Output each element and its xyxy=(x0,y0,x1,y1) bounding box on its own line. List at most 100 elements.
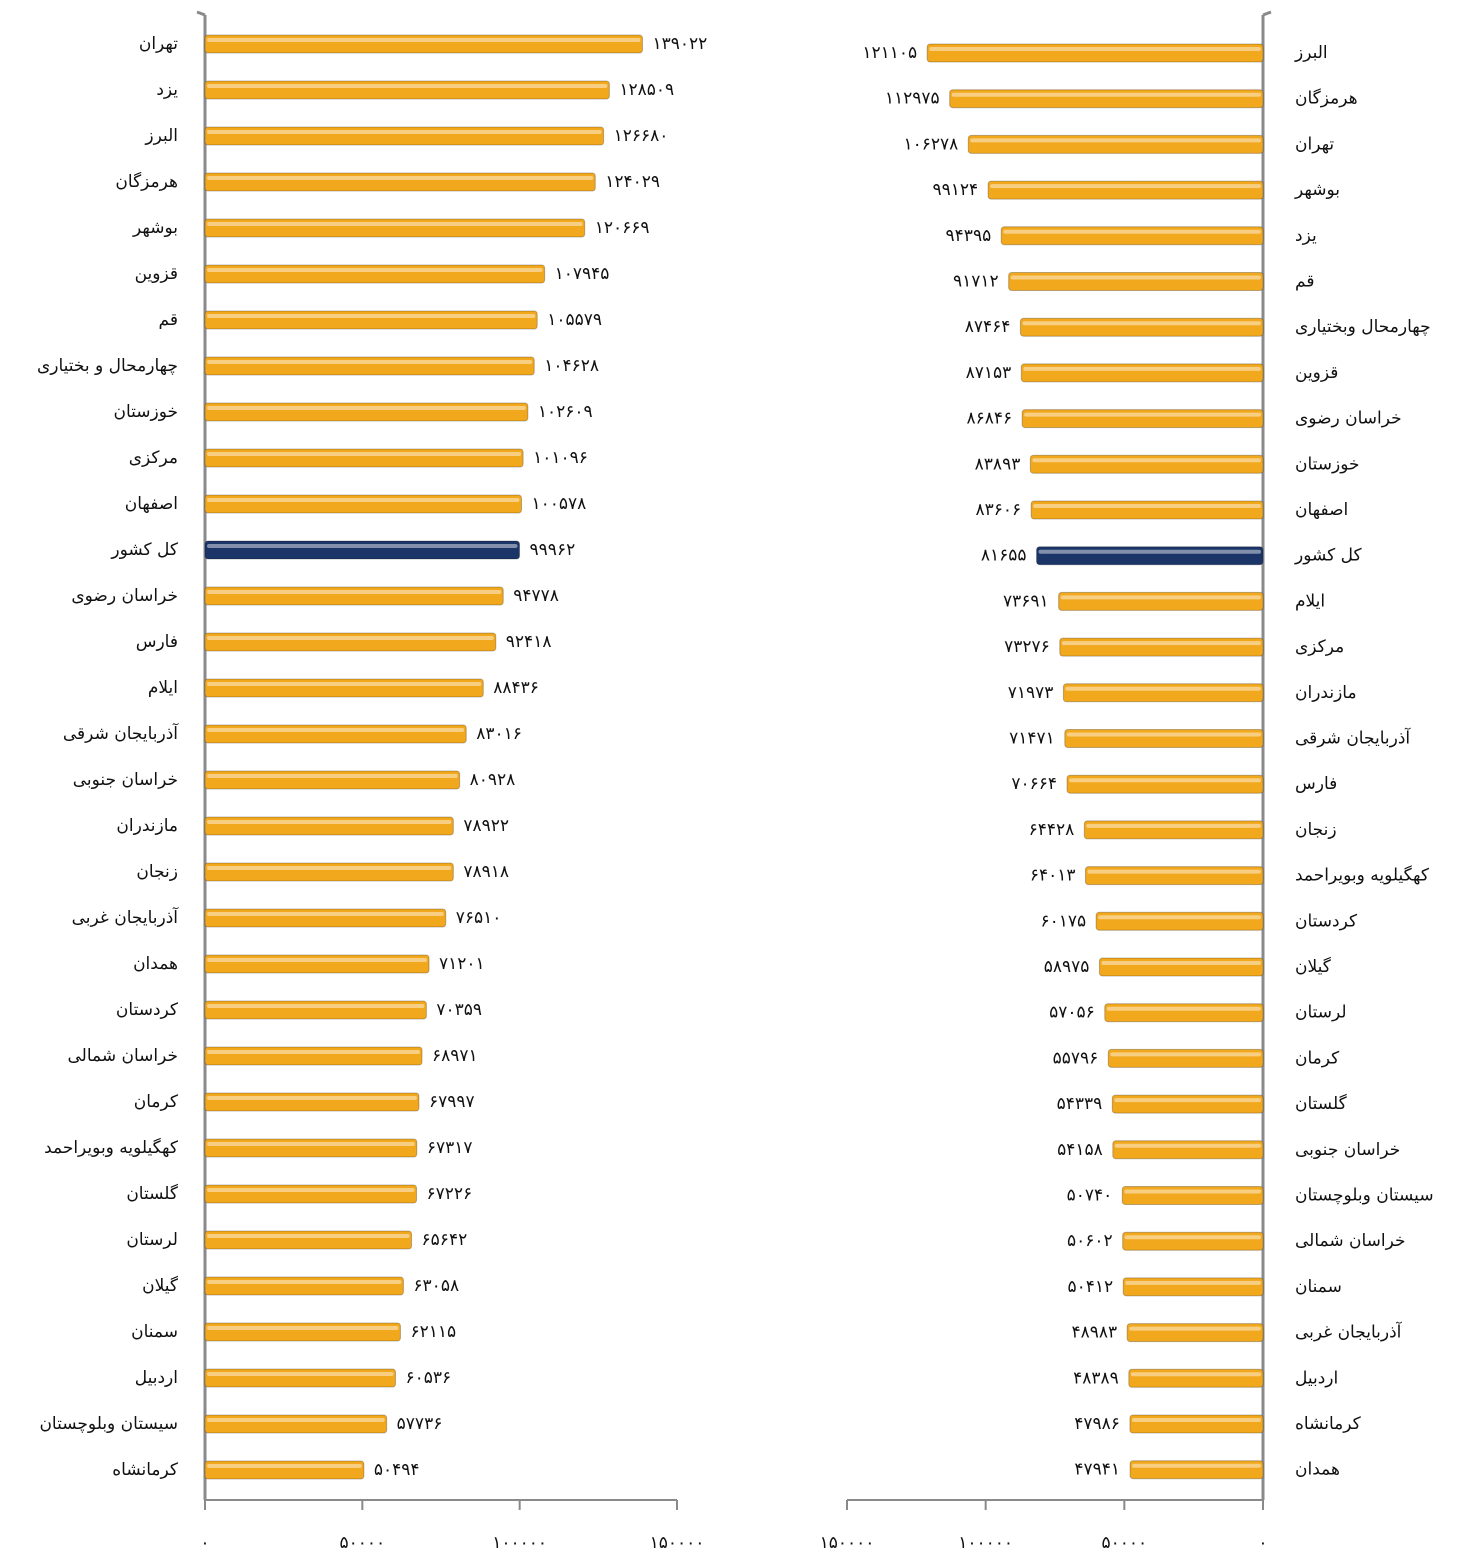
category-label: خوزستان xyxy=(113,402,178,422)
value-label: ۸۳۸۹۳ xyxy=(975,454,1021,474)
value-label: ۷۱۹۷۳ xyxy=(1008,683,1054,703)
bar xyxy=(1112,1140,1264,1160)
bar xyxy=(204,1230,413,1250)
value-label: ۶۵۶۴۲ xyxy=(422,1230,468,1250)
bar xyxy=(926,43,1264,63)
category-label: کل کشور xyxy=(110,540,179,560)
bar-shine xyxy=(1022,321,1261,326)
bar-shine xyxy=(1061,641,1261,646)
category-label: زنجان xyxy=(1295,820,1337,840)
bar xyxy=(204,310,538,330)
category-label: اردبیل xyxy=(1295,1368,1338,1388)
bar-shine xyxy=(207,268,543,272)
category-label: قم xyxy=(1295,272,1314,292)
bar-shine xyxy=(1010,275,1261,280)
value-label: ۶۴۰۱۳ xyxy=(1030,866,1076,886)
bar xyxy=(1083,820,1264,840)
bar-shine xyxy=(1110,1052,1261,1057)
bar xyxy=(1036,546,1264,566)
value-label: ۱۱۲۹۷۵ xyxy=(885,89,940,109)
value-label: ۴۷۹۴۱ xyxy=(1074,1460,1120,1480)
bar-shine xyxy=(207,1096,417,1100)
value-label: ۹۱۷۱۲ xyxy=(953,272,999,292)
category-label: سمنان xyxy=(131,1322,178,1342)
bar-shine xyxy=(207,176,594,180)
bar-shine xyxy=(207,1004,425,1008)
value-label: ۷۸۹۲۲ xyxy=(463,816,509,836)
value-label: ۶۴۴۲۸ xyxy=(1029,820,1075,840)
bar xyxy=(204,862,454,882)
bar-shine xyxy=(1038,549,1261,554)
bar-shine xyxy=(1114,1098,1261,1103)
bar-shine xyxy=(1125,1280,1261,1285)
bar xyxy=(204,908,447,928)
bar-shine xyxy=(207,452,522,456)
category-label: کرمان xyxy=(134,1092,179,1112)
bar xyxy=(1126,1323,1264,1343)
category-label: گیلان xyxy=(142,1275,179,1296)
category-label: البرز xyxy=(144,126,178,146)
bar-shine xyxy=(1130,1372,1261,1377)
value-label: ۱۲۶۶۸۰ xyxy=(614,126,669,146)
category-label: مازندران xyxy=(116,816,178,836)
bar-shine xyxy=(1132,1463,1261,1468)
bar xyxy=(1000,226,1264,246)
bar xyxy=(204,1046,423,1066)
value-label: ۹۲۴۱۸ xyxy=(506,632,552,652)
category-label: خراسان شمالی xyxy=(1295,1231,1406,1251)
value-label: ۵۷۷۳۶ xyxy=(397,1414,443,1434)
value-label: ۷۳۶۹۱ xyxy=(1003,591,1049,611)
bar xyxy=(1058,591,1264,611)
value-label: ۹۴۳۹۵ xyxy=(946,226,992,246)
category-label: البرز xyxy=(1294,43,1328,63)
value-label: ۹۴۷۷۸ xyxy=(513,586,559,606)
bar xyxy=(1064,729,1264,748)
value-label: ۴۸۳۸۹ xyxy=(1073,1368,1119,1388)
x-tick-label: ۵۰۰۰۰ xyxy=(340,1533,386,1553)
value-label: ۸۳۰۱۶ xyxy=(476,724,522,744)
value-label: ۱۳۹۰۲۲ xyxy=(652,34,707,54)
bar xyxy=(204,218,586,238)
bar-shine xyxy=(207,728,465,732)
category-label: فارس xyxy=(1295,774,1337,794)
bar-shine xyxy=(207,912,444,916)
value-label: ۹۹۱۲۴ xyxy=(932,180,978,200)
bar xyxy=(204,540,521,560)
bar xyxy=(204,1322,401,1342)
value-label: ۶۳۰۵۸ xyxy=(413,1276,459,1296)
bar xyxy=(1020,363,1264,383)
value-label: ۱۲۸۵۰۹ xyxy=(619,80,674,100)
value-label: ۸۰۹۲۸ xyxy=(470,770,516,790)
category-label: کل کشور xyxy=(1294,546,1363,566)
x-tick-label: ۰ xyxy=(200,1533,209,1553)
bar-shine xyxy=(1024,412,1261,417)
value-label: ۵۵۷۹۶ xyxy=(1053,1048,1099,1068)
value-label: ۵۰۷۴۰ xyxy=(1067,1186,1113,1206)
value-label: ۵۴۳۳۹ xyxy=(1057,1094,1103,1114)
bar-shine xyxy=(207,1234,410,1238)
value-label: ۷۱۴۷۱ xyxy=(1009,729,1055,749)
value-label: ۱۰۶۲۷۸ xyxy=(903,134,958,154)
category-label: تهران xyxy=(139,34,178,54)
bar-shine xyxy=(207,84,608,88)
category-label: همدان xyxy=(1295,1460,1340,1480)
bar xyxy=(1121,1186,1264,1205)
value-label: ۴۸۹۸۳ xyxy=(1071,1323,1117,1343)
value-label: ۸۶۸۴۶ xyxy=(966,409,1012,429)
category-label: لرستان xyxy=(1295,1003,1347,1023)
bar-shine xyxy=(1124,1235,1261,1240)
value-label: ۸۳۶۰۶ xyxy=(975,500,1021,520)
category-label: بوشهر xyxy=(132,218,178,238)
x-tick-label: ۰ xyxy=(1258,1533,1267,1553)
bar-shine xyxy=(207,130,602,134)
bar xyxy=(204,770,461,790)
bar xyxy=(204,1092,420,1112)
value-label: ۶۲۱۱۵ xyxy=(410,1322,456,1342)
y-axis-cap xyxy=(1262,10,1272,17)
bar-shine xyxy=(1106,1006,1261,1011)
value-label: ۵۷۰۵۶ xyxy=(1049,1003,1095,1023)
value-label: ۸۷۴۶۴ xyxy=(965,317,1011,337)
bar-shine xyxy=(207,1464,362,1468)
category-label: یزد xyxy=(156,80,178,100)
bar-shine xyxy=(1060,595,1261,600)
